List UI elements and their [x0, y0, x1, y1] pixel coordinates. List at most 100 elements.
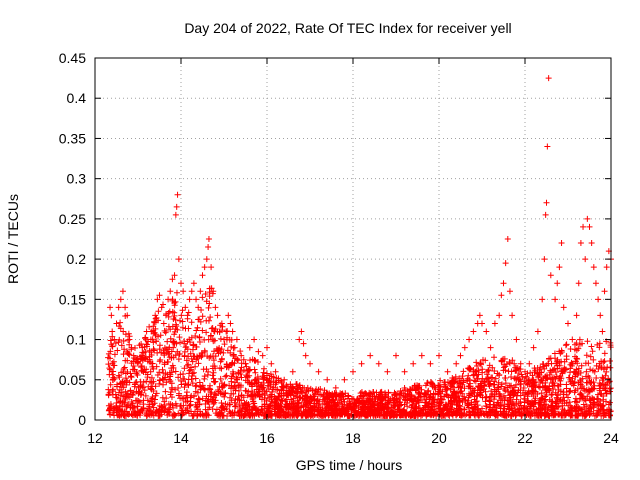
data-point [598, 402, 605, 409]
data-point [415, 399, 422, 406]
data-point [155, 308, 162, 315]
data-point [210, 363, 217, 370]
data-point [131, 383, 138, 390]
data-point [430, 401, 437, 408]
data-point [532, 388, 539, 395]
data-point [603, 368, 610, 375]
data-point [294, 384, 301, 391]
data-point [301, 392, 308, 399]
data-point [587, 366, 594, 373]
data-point [278, 406, 285, 413]
data-point [590, 356, 597, 363]
data-point [181, 340, 188, 347]
data-point [331, 390, 338, 397]
data-point [601, 288, 608, 295]
data-point [182, 325, 189, 332]
data-point [582, 256, 589, 263]
data-point [513, 408, 520, 415]
data-point [167, 326, 174, 333]
data-point [561, 366, 568, 373]
data-point [557, 398, 564, 405]
data-point [579, 406, 586, 413]
data-point [505, 368, 512, 375]
data-point [584, 338, 591, 345]
data-point [118, 369, 125, 376]
data-point [491, 368, 498, 375]
data-point [597, 312, 604, 319]
data-point [252, 357, 259, 364]
data-point [169, 308, 176, 315]
data-point [525, 397, 532, 404]
data-point [486, 383, 493, 390]
data-point [499, 397, 506, 404]
data-point [200, 412, 207, 419]
data-point [146, 323, 153, 330]
data-point [280, 393, 287, 400]
data-point [186, 370, 193, 377]
data-point [201, 373, 208, 380]
data-point [537, 378, 544, 385]
data-point [501, 412, 508, 419]
data-point [109, 328, 116, 335]
data-point [161, 359, 168, 366]
data-point [178, 312, 185, 319]
data-point [218, 400, 225, 407]
data-point [159, 394, 166, 401]
data-point [106, 389, 113, 396]
data-point [453, 360, 460, 367]
data-point [298, 410, 305, 417]
data-point [579, 375, 586, 382]
data-point [476, 391, 483, 398]
data-point [158, 411, 165, 418]
data-point [189, 346, 196, 353]
data-point [169, 386, 176, 393]
data-point [480, 410, 487, 417]
data-point [188, 364, 195, 371]
data-point [517, 402, 524, 409]
x-axis-label: GPS time / hours [296, 457, 403, 473]
data-point [481, 378, 488, 385]
data-point [132, 409, 139, 416]
data-point [285, 405, 292, 412]
data-point [458, 377, 465, 384]
data-point [109, 343, 116, 350]
data-point [206, 404, 213, 411]
data-point [214, 312, 221, 319]
data-point [476, 312, 483, 319]
data-point [260, 369, 267, 376]
data-point [377, 389, 384, 396]
data-point [119, 378, 126, 385]
data-point [421, 390, 428, 397]
data-point [553, 400, 560, 407]
data-point [599, 377, 606, 384]
x-tick-label: 14 [173, 430, 189, 446]
data-point [580, 223, 587, 230]
data-point [349, 403, 356, 410]
data-point [148, 411, 155, 418]
data-point [348, 406, 355, 413]
data-point [457, 383, 464, 390]
data-point [435, 382, 442, 389]
data-point [316, 391, 323, 398]
data-point [215, 388, 222, 395]
data-point [187, 339, 194, 346]
data-point [107, 348, 114, 355]
data-point [110, 374, 117, 381]
data-point [270, 378, 277, 385]
data-point [106, 365, 113, 372]
data-point [513, 336, 520, 343]
data-point [449, 412, 456, 419]
data-point [171, 309, 178, 316]
data-point [160, 381, 167, 388]
y-tick-label: 0.4 [67, 90, 87, 106]
data-point [578, 384, 585, 391]
data-point [105, 386, 112, 393]
data-point [172, 368, 179, 375]
data-point [214, 412, 221, 419]
data-point [470, 406, 477, 413]
data-point [505, 406, 512, 413]
data-point [354, 397, 361, 404]
data-point [502, 367, 509, 374]
data-point [557, 373, 564, 380]
data-point [284, 401, 291, 408]
